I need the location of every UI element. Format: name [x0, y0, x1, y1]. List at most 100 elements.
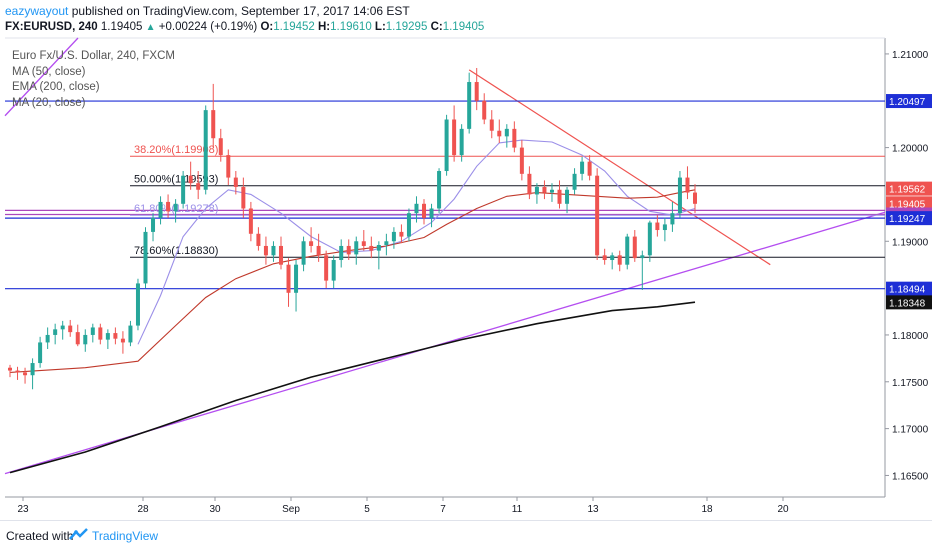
- footer: Created with TradingView: [0, 520, 932, 551]
- candle-body: [632, 236, 637, 259]
- candle: [474, 67, 479, 111]
- candle: [632, 230, 637, 262]
- price-change: +0.00224 (+0.19%): [158, 21, 258, 33]
- candle-body: [38, 342, 43, 364]
- candle: [565, 186, 570, 214]
- descending-trendline: [468, 69, 771, 266]
- low-value: 1.19295: [385, 21, 428, 33]
- candle: [625, 233, 630, 270]
- candle-body: [45, 334, 50, 343]
- candle-body: [693, 192, 697, 204]
- candle-body: [68, 325, 73, 333]
- candle: [128, 320, 133, 347]
- candle-body: [23, 372, 28, 376]
- candle-body: [376, 245, 381, 251]
- candle: [519, 140, 524, 181]
- last-price: 1.19405: [100, 21, 143, 33]
- author-link[interactable]: eazywayout: [5, 4, 69, 18]
- candle: [459, 124, 464, 162]
- symbol-label[interactable]: FX:EURUSD, 240: [5, 21, 98, 33]
- candle-body: [444, 119, 449, 172]
- candle: [83, 329, 88, 352]
- price-badge-text: 1.19247: [889, 214, 926, 225]
- tradingview-brand[interactable]: TradingView: [92, 529, 159, 543]
- candle: [218, 128, 223, 162]
- candle: [45, 327, 50, 349]
- candle: [414, 196, 419, 223]
- x-tick-label: 28: [137, 504, 149, 515]
- candle: [263, 236, 268, 265]
- chart-legend: Euro Fx/U.S. Dollar, 240, FXCM MA (50, c…: [12, 49, 175, 111]
- candle-body: [188, 175, 193, 184]
- candle: [602, 248, 607, 265]
- upper-channel-line: [4, 37, 79, 117]
- candle-body: [399, 231, 404, 237]
- candle: [226, 149, 231, 186]
- low-label: L:: [374, 21, 386, 33]
- publish-info: eazywayout published on TradingView.com,…: [5, 3, 410, 19]
- candle: [534, 183, 539, 204]
- candle-body: [75, 332, 80, 345]
- candle: [693, 184, 697, 214]
- candle-body: [339, 245, 344, 261]
- x-tick-label: 30: [209, 504, 221, 515]
- legend-title: Euro Fx/U.S. Dollar, 240, FXCM: [12, 50, 175, 62]
- candle-body: [391, 231, 396, 242]
- candle-body: [203, 110, 208, 190]
- candle-body: [685, 177, 690, 193]
- candle: [467, 72, 472, 134]
- y-tick-label: 1.19000: [892, 237, 929, 248]
- candle-body: [211, 110, 216, 139]
- candle: [399, 224, 404, 244]
- high-label: H:: [318, 21, 331, 33]
- price-axis-badge: 1.19247: [886, 211, 932, 226]
- y-tick-label: 1.21000: [892, 50, 929, 61]
- candle: [309, 227, 314, 253]
- price-chart[interactable]: 1.21000 1.20000 1.19000 1.18000 1.17500 1.170…: [0, 0, 932, 520]
- candle: [504, 124, 509, 148]
- legend-ema200[interactable]: EMA (200, close): [12, 81, 100, 93]
- candle-body: [53, 329, 58, 335]
- ohlc-bar: FX:EURUSD, 240 1.19405 ▲ +0.00224 (+0.19…: [5, 19, 484, 35]
- candle-body: [504, 128, 509, 137]
- candle-body: [595, 175, 600, 256]
- candle: [211, 83, 216, 148]
- price-badge-text: 1.19562: [889, 185, 926, 196]
- candle: [610, 252, 615, 270]
- candle: [286, 258, 291, 307]
- ma-series-line: [9, 189, 696, 373]
- candle: [60, 320, 65, 340]
- fib-level-label: 78.60%(1.18830): [134, 245, 218, 257]
- candle: [316, 233, 321, 262]
- candle: [278, 236, 283, 270]
- candle: [53, 323, 58, 345]
- candle-body: [181, 175, 186, 204]
- y-tick-label: 1.20000: [892, 144, 929, 155]
- candle-body: [655, 222, 660, 231]
- candle: [271, 241, 276, 262]
- candle: [38, 336, 43, 368]
- candle: [422, 199, 427, 225]
- x-tick-label: 11: [512, 504, 523, 515]
- candle-body: [519, 147, 524, 174]
- legend-ma50[interactable]: MA (50, close): [12, 65, 86, 78]
- candle-body: [489, 119, 494, 131]
- candle: [497, 119, 502, 143]
- candle-body: [166, 201, 171, 212]
- candle-body: [120, 338, 125, 343]
- candle-body: [452, 119, 457, 156]
- x-tick-label: 23: [17, 504, 29, 515]
- candle: [391, 227, 396, 249]
- candle: [437, 168, 442, 214]
- candle: [301, 236, 306, 272]
- candle: [406, 208, 411, 242]
- legend-ma20[interactable]: MA (20, close): [12, 96, 86, 109]
- candle: [256, 227, 261, 251]
- candle-body: [459, 128, 464, 156]
- candle-body: [316, 245, 321, 256]
- candle: [181, 171, 186, 209]
- candle-body: [527, 173, 532, 195]
- candle-body: [301, 241, 306, 265]
- published-text: published on TradingView.com, September …: [71, 4, 410, 18]
- candle: [512, 121, 517, 153]
